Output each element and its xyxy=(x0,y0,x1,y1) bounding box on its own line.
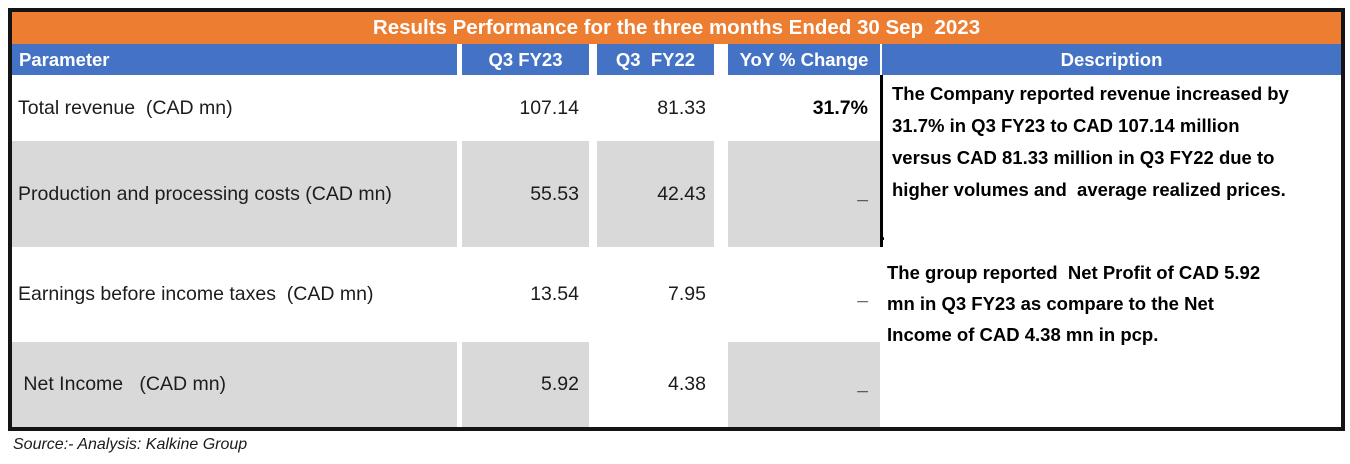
description-block-net-profit: The group reported Net Profit of CAD 5.9… xyxy=(887,262,1261,345)
column-header-q3-fy22: Q3 FY22 xyxy=(597,44,714,75)
source-note: Source:- Analysis: Kalkine Group xyxy=(13,436,248,453)
description-column: The Company reported revenue increased b… xyxy=(880,75,1341,427)
column-header-parameter: Parameter xyxy=(12,44,457,75)
yoy-change-cell: _ xyxy=(728,342,880,427)
parameter-cell: Total revenue (CAD mn) xyxy=(18,96,233,119)
parameter-cell: Net Income (CAD mn) xyxy=(12,342,457,427)
stray-period: . xyxy=(880,224,886,245)
q3-fy23-value-cell: 13.54 xyxy=(530,283,579,305)
column-header-yoy-change: YoY % Change xyxy=(728,44,880,75)
table-header-row: Parameter Q3 FY23 Q3 FY22 YoY % Change D… xyxy=(12,44,1341,75)
parameter-cell: Production and processing costs (CAD mn) xyxy=(12,141,457,247)
q3-fy23-value-cell: 55.53 xyxy=(462,141,589,247)
q3-fy22-value-cell: 4.38 xyxy=(668,373,706,395)
yoy-change-cell: _ xyxy=(857,283,868,305)
table-row-net-income: Net Income (CAD mn) 5.92 4.38 _ xyxy=(12,342,1341,427)
q3-fy22-value-cell: 81.33 xyxy=(657,96,706,119)
parameter-cell: Earnings before income taxes (CAD mn) xyxy=(18,283,374,305)
q3-fy22-value-cell: 42.43 xyxy=(597,141,714,247)
table-title: Results Performance for the three months… xyxy=(12,12,1341,44)
description-block-revenue: The Company reported revenue increased b… xyxy=(880,75,1341,247)
results-table: Results Performance for the three months… xyxy=(8,8,1345,431)
yoy-change-cell: _ xyxy=(728,141,880,247)
yoy-change-cell: 31.7% xyxy=(812,96,868,119)
q3-fy23-value-cell: 5.92 xyxy=(462,342,589,427)
column-header-description: Description xyxy=(882,44,1341,75)
q3-fy23-value-cell: 107.14 xyxy=(519,96,579,119)
q3-fy22-value-cell: 7.95 xyxy=(668,283,706,305)
column-header-q3-fy23: Q3 FY23 xyxy=(462,44,589,75)
